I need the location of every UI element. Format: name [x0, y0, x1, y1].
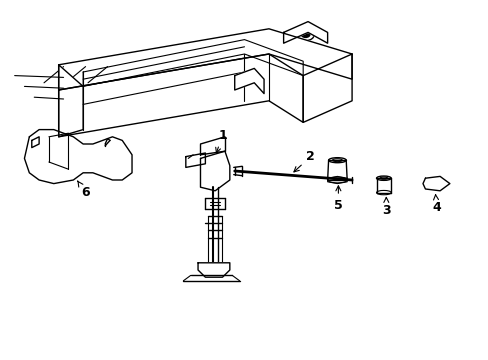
Polygon shape — [59, 54, 303, 137]
Polygon shape — [185, 153, 205, 167]
Polygon shape — [59, 29, 351, 90]
Polygon shape — [200, 151, 229, 191]
Text: 1: 1 — [215, 129, 226, 153]
Circle shape — [76, 108, 85, 115]
Polygon shape — [59, 65, 83, 137]
Text: 3: 3 — [381, 197, 390, 217]
Text: 2: 2 — [293, 150, 314, 172]
Polygon shape — [303, 54, 351, 122]
Polygon shape — [198, 263, 229, 277]
Polygon shape — [32, 137, 39, 148]
Polygon shape — [234, 68, 264, 94]
Text: 4: 4 — [431, 195, 440, 213]
Polygon shape — [283, 22, 327, 43]
Polygon shape — [24, 130, 132, 184]
Circle shape — [301, 31, 309, 37]
Text: 5: 5 — [333, 186, 342, 212]
Text: 6: 6 — [78, 181, 90, 199]
Polygon shape — [422, 176, 449, 191]
